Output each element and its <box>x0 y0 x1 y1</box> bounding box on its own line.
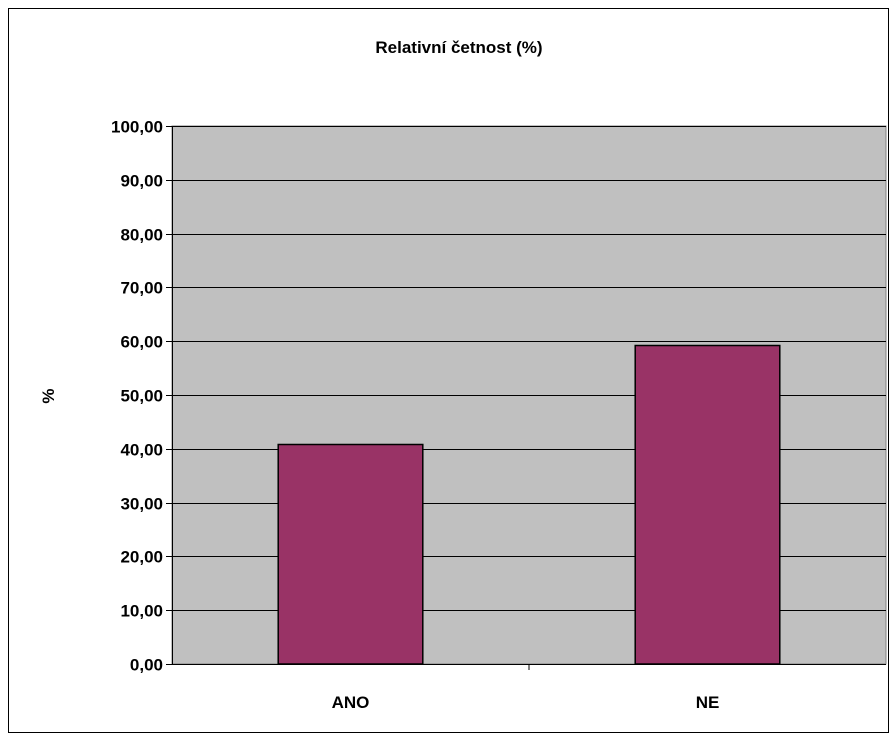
y-tick-label: 100,00 <box>111 118 163 137</box>
y-tick-label: 90,00 <box>120 172 163 191</box>
y-tick-label: 70,00 <box>120 279 163 298</box>
y-tick-label: 10,00 <box>120 602 163 621</box>
bar-ano <box>277 443 424 665</box>
plot-area: 0,00 10,00 20,00 30,00 40,00 50,00 60,00 70,00 8… <box>111 118 887 712</box>
x-tick-label: NE <box>696 693 720 712</box>
bar-ne <box>634 344 781 665</box>
y-tick-label: 20,00 <box>120 548 163 567</box>
y-axis-label: % <box>39 388 58 403</box>
y-tick-label: 0,00 <box>130 656 163 675</box>
y-tick-label: 60,00 <box>120 333 163 352</box>
y-tick-label: 40,00 <box>120 441 163 460</box>
chart-title: Relativní četnost (%) <box>375 38 542 57</box>
y-tick-label: 30,00 <box>120 495 163 514</box>
x-tick-label: ANO <box>332 693 370 712</box>
y-tick-label: 50,00 <box>120 387 163 406</box>
y-tick-label: 80,00 <box>120 226 163 245</box>
